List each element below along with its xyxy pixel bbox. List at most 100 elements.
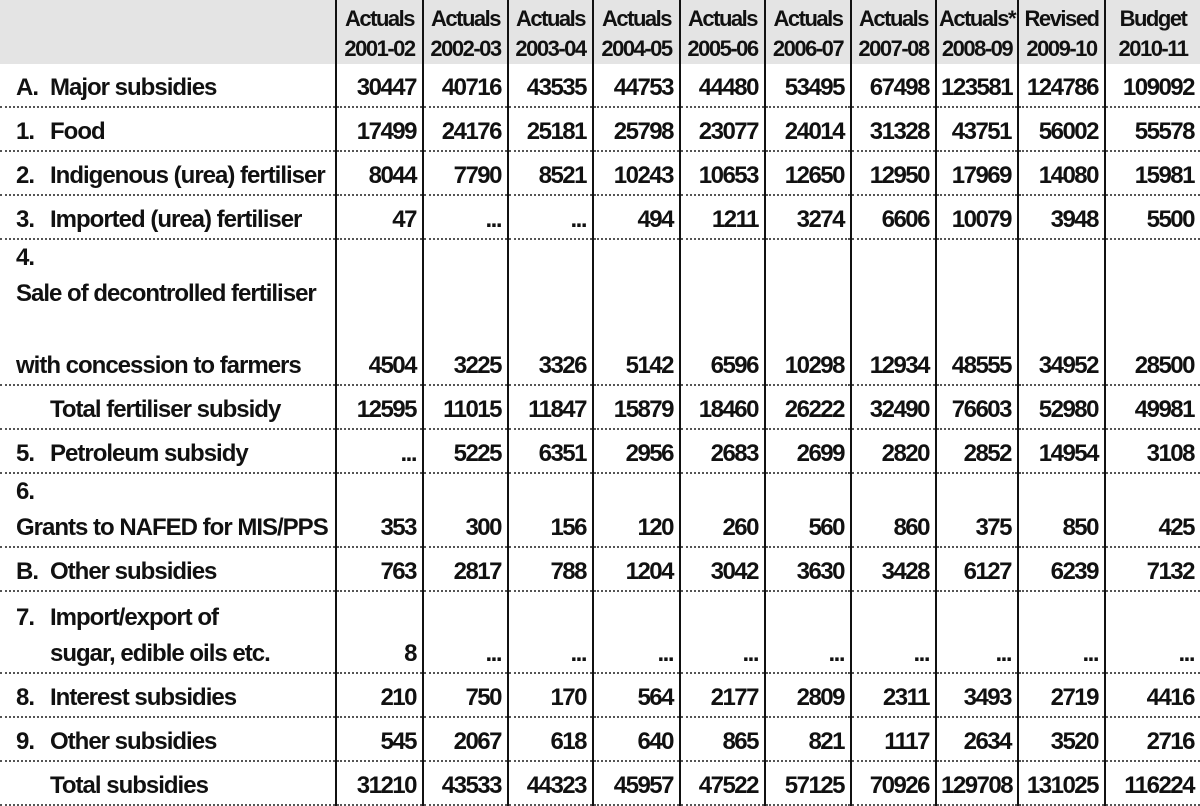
value-cell: 865 bbox=[679, 717, 765, 762]
value-cell: 1211 bbox=[679, 195, 765, 240]
column-year: 2010-11 bbox=[1118, 36, 1189, 61]
value-cell: 10653 bbox=[679, 151, 765, 196]
value-cell: 4504 bbox=[335, 239, 423, 386]
column-header: Actuals 2007-08 bbox=[850, 0, 936, 64]
value-cell: 425 bbox=[1104, 473, 1200, 548]
value-cell: ... bbox=[592, 591, 680, 674]
value-cell: 5142 bbox=[592, 239, 680, 386]
value-cell: 47 bbox=[335, 195, 423, 240]
value-cell: 24176 bbox=[422, 107, 508, 152]
value-cell: 2719 bbox=[1017, 673, 1105, 718]
value-cell: 850 bbox=[1017, 473, 1105, 548]
row-number: 3. bbox=[16, 206, 35, 233]
row-label-cell: 5. Petroleum subsidy bbox=[0, 429, 336, 474]
table-row: 2. Indigenous (urea) fertiliser 8044 7790 85… bbox=[0, 151, 1200, 196]
table-row: 8. Interest subsidies 210 750 170 564 2177 2809… bbox=[0, 673, 1200, 718]
value-cell: 47522 bbox=[679, 761, 765, 806]
value-cell: 3520 bbox=[1017, 717, 1105, 762]
value-cell: 2067 bbox=[422, 717, 508, 762]
column-type: Revised bbox=[1024, 6, 1100, 31]
value-cell: 4416 bbox=[1104, 673, 1200, 718]
value-cell: 48555 bbox=[935, 239, 1018, 386]
row-label-cell: 9. Other subsidies bbox=[0, 717, 336, 762]
value-cell: 76603 bbox=[935, 385, 1018, 430]
value-cell: 3948 bbox=[1017, 195, 1105, 240]
value-cell: 6606 bbox=[850, 195, 936, 240]
row-label: Indigenous (urea) fertiliser bbox=[50, 162, 326, 189]
value-cell: 31210 bbox=[335, 761, 423, 806]
column-type: Actuals bbox=[773, 6, 844, 31]
row-label-line2: with concession to farmers bbox=[16, 352, 302, 379]
table-row: 6. Grants to NAFED for MIS/PPS 353 300 156 12… bbox=[0, 473, 1200, 548]
value-cell: 6239 bbox=[1017, 547, 1105, 592]
value-cell: 129708 bbox=[935, 761, 1018, 806]
column-year: 2005-06 bbox=[687, 36, 759, 61]
value-cell: 564 bbox=[592, 673, 680, 718]
row-label: Petroleum subsidy bbox=[50, 440, 249, 467]
row-label: Total fertiliser subsidy bbox=[50, 396, 281, 423]
value-cell: 131025 bbox=[1017, 761, 1105, 806]
row-label-cell: 1. Food bbox=[0, 107, 336, 152]
value-cell: ... bbox=[422, 591, 508, 674]
value-cell: ... bbox=[764, 591, 851, 674]
table-row: Total fertiliser subsidy 12595 11015 11847 1… bbox=[0, 385, 1200, 430]
column-type: Actuals bbox=[431, 6, 501, 31]
column-header: Budget 2010-11 bbox=[1104, 0, 1200, 64]
value-cell: 2852 bbox=[935, 429, 1018, 474]
value-cell: 40716 bbox=[422, 64, 508, 108]
table-row: 3. Imported (urea) fertiliser 47...... 494 1… bbox=[0, 195, 1200, 240]
value-cell: 788 bbox=[507, 547, 593, 592]
value-cell: 353 bbox=[335, 473, 423, 548]
row-label-cell: Total subsidies bbox=[0, 761, 336, 806]
column-header: Actuals 2004-05 bbox=[592, 0, 680, 64]
value-cell: ... bbox=[422, 195, 508, 240]
value-cell: 32490 bbox=[850, 385, 936, 430]
value-cell: 43535 bbox=[507, 64, 593, 108]
value-cell: 375 bbox=[935, 473, 1018, 548]
value-cell: 210 bbox=[335, 673, 423, 718]
row-label: Grants to NAFED for MIS/PPS bbox=[16, 514, 329, 541]
row-label-cell: Total fertiliser subsidy bbox=[0, 385, 336, 430]
value-cell: 7132 bbox=[1104, 547, 1200, 592]
row-label-line2: sugar, edible oils etc. bbox=[50, 640, 271, 667]
value-cell: 3428 bbox=[850, 547, 936, 592]
value-cell: 2634 bbox=[935, 717, 1018, 762]
column-year: 2007-08 bbox=[858, 36, 930, 61]
column-type: Actuals bbox=[516, 6, 586, 31]
value-cell: 763 bbox=[335, 547, 423, 592]
value-cell: 821 bbox=[764, 717, 851, 762]
row-label-cell: 8. Interest subsidies bbox=[0, 673, 336, 718]
value-cell: 12934 bbox=[850, 239, 936, 386]
column-year: 2003-04 bbox=[515, 36, 587, 61]
value-cell: 30447 bbox=[335, 64, 423, 108]
row-number: 5. bbox=[16, 440, 35, 467]
value-cell: 545 bbox=[335, 717, 423, 762]
value-cell: 11015 bbox=[422, 385, 508, 430]
value-cell: 2716 bbox=[1104, 717, 1200, 762]
value-cell: 8 bbox=[335, 591, 423, 674]
row-number: 2. bbox=[16, 162, 35, 189]
value-cell: 44753 bbox=[592, 64, 680, 108]
table-row: 9. Other subsidies 545 2067 618 640 865 821 1117… bbox=[0, 717, 1200, 762]
row-label: Imported (urea) fertiliser bbox=[50, 206, 302, 233]
value-cell: 49981 bbox=[1104, 385, 1200, 430]
value-cell: 300 bbox=[422, 473, 508, 548]
value-cell: 53495 bbox=[764, 64, 851, 108]
value-cell: 8044 bbox=[335, 151, 423, 196]
value-cell: 52980 bbox=[1017, 385, 1105, 430]
row-number: 8. bbox=[16, 684, 35, 711]
row-label: Food bbox=[50, 118, 106, 145]
value-cell: 31328 bbox=[850, 107, 936, 152]
value-cell: 45957 bbox=[592, 761, 680, 806]
column-type: Actuals bbox=[602, 6, 672, 31]
value-cell: 28500 bbox=[1104, 239, 1200, 386]
row-label-cell: A. Major subsidies bbox=[0, 64, 336, 108]
value-cell: 2809 bbox=[764, 673, 851, 718]
value-cell: 170 bbox=[507, 673, 593, 718]
row-number: A. bbox=[16, 74, 39, 101]
value-cell: 750 bbox=[422, 673, 508, 718]
value-cell: ... bbox=[679, 591, 765, 674]
value-cell: 3274 bbox=[764, 195, 851, 240]
column-year: 2001-02 bbox=[344, 36, 416, 61]
